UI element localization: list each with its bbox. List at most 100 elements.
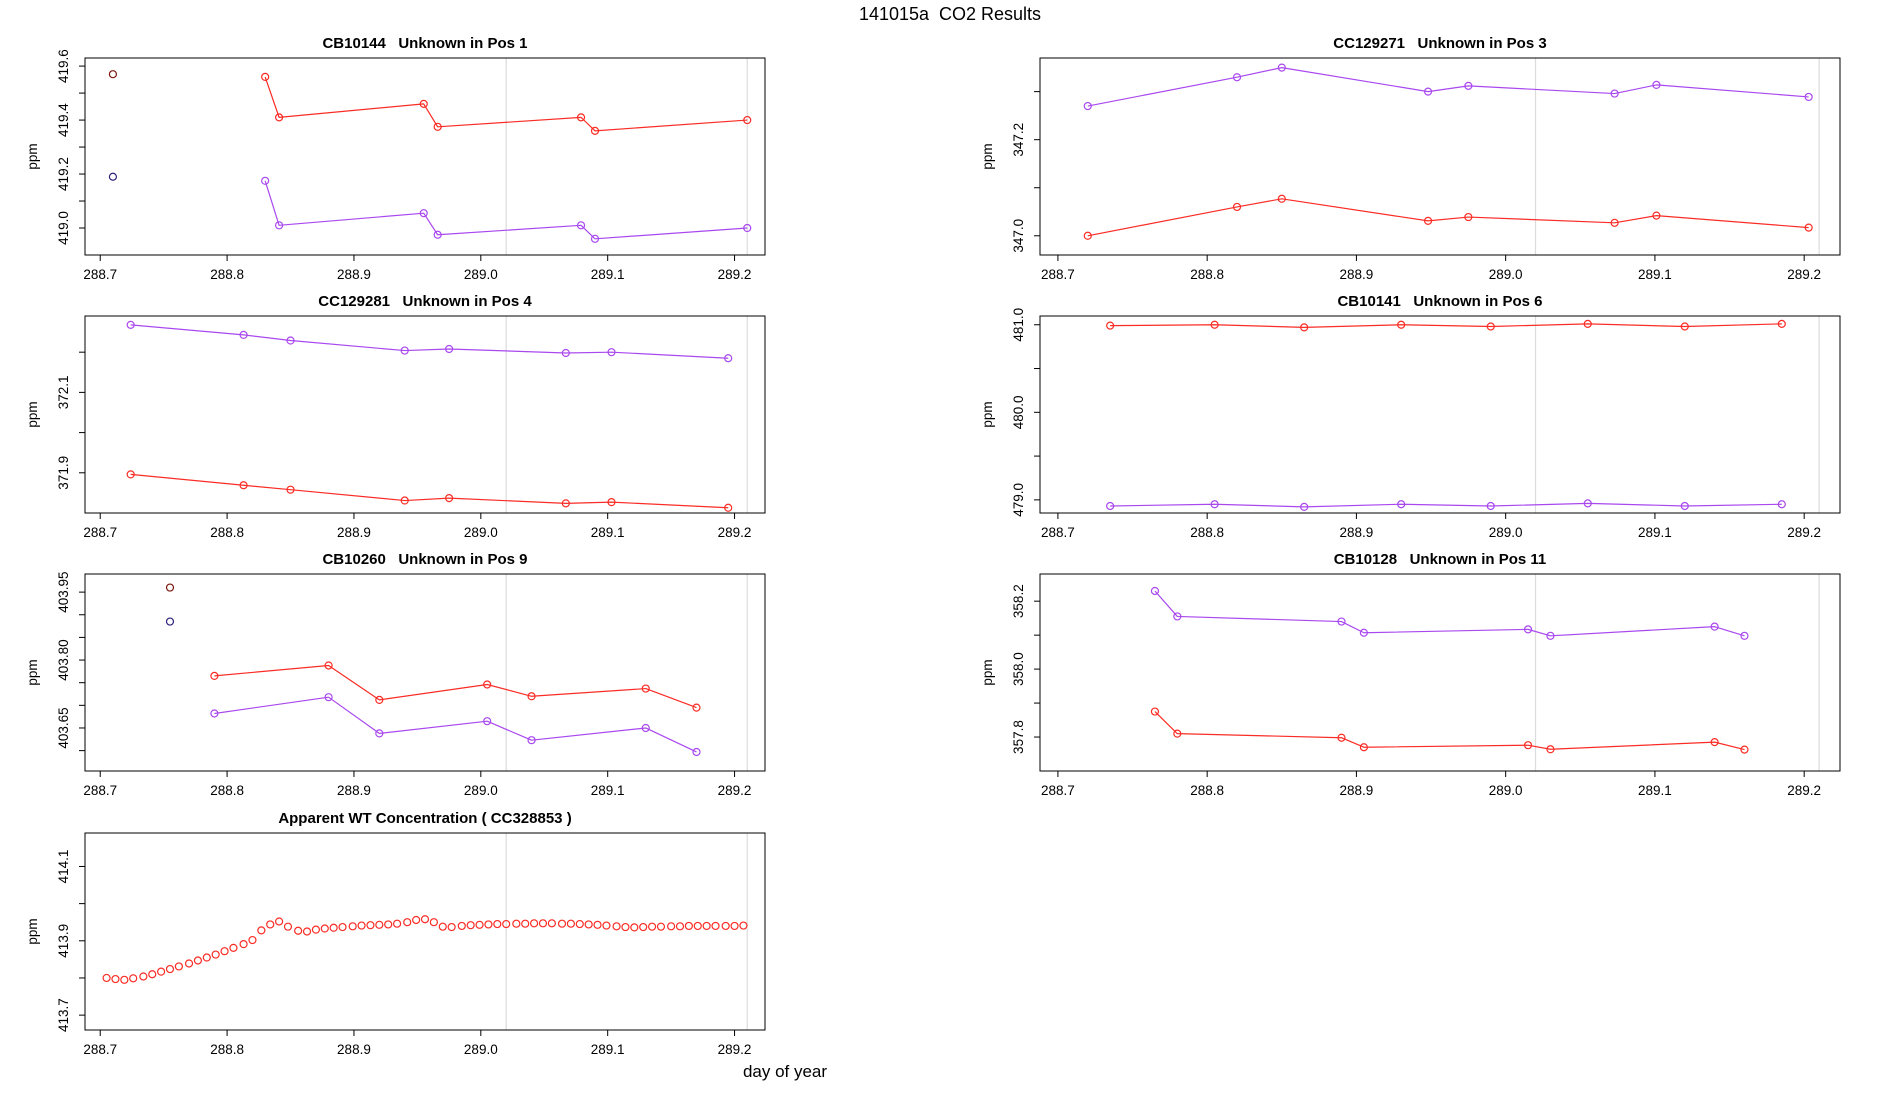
purple-series [108,172,752,243]
data-point-marker [275,917,284,926]
data-point-marker [1740,631,1749,640]
data-point-marker [165,617,175,626]
data-point-marker [248,935,257,945]
data-point-marker [120,975,129,984]
data-point-marker [1397,500,1406,509]
y-tick-label: 419.2 [56,157,71,191]
y-tick-label: 372.1 [56,375,71,409]
data-point-marker [302,927,312,936]
data-point-marker [126,470,135,479]
data-point-marker [561,499,570,508]
x-tick-label: 288.9 [337,267,371,282]
data-point-marker [602,921,611,930]
data-point-marker [1777,500,1786,509]
x-tick-label: 288.9 [1340,267,1374,282]
x-tick-label: 289.0 [464,783,498,798]
data-point-marker [466,921,475,930]
red-series [1150,707,1749,754]
x-tick-label: 289.0 [1489,783,1523,798]
data-point-marker [1610,218,1619,227]
data-point-marker [1464,81,1473,90]
data-point-marker [148,970,157,979]
data-point-marker [1546,631,1555,640]
data-point-marker [724,354,733,363]
data-point-marker [484,920,493,929]
data-point-marker [612,922,621,931]
plot-cb10141-pos6: CB10141 Unknown in Pos 6 288.7 288.8 288.9 2… [955,286,1900,546]
data-point-marker [400,346,409,355]
x-tick-label: 288.8 [210,1042,244,1057]
y-axis-label: ppm [980,143,995,169]
data-point-marker [1740,745,1749,754]
red-series [1106,319,1786,332]
data-point-marker [283,922,293,931]
data-point-marker [1173,612,1182,621]
data-point-marker [561,348,570,358]
series-line [1110,323,1782,328]
data-point-marker [329,923,338,932]
x-tick-label: 288.7 [83,783,117,798]
data-point-marker [1397,320,1406,329]
data-point-marker [1464,212,1473,222]
data-point-marker [1680,501,1689,511]
data-point-marker [730,921,739,931]
data-point-marker [590,234,600,243]
data-point-marker [1523,741,1533,750]
data-point-marker [433,122,442,131]
data-point-marker [447,922,456,932]
chart-svg: CB10144 Unknown in Pos 1 288.7 288.8 288.9 2… [25,35,766,282]
y-tick-label: 413.7 [56,998,71,1032]
data-point-marker [1210,320,1219,329]
data-point-marker [257,926,266,935]
x-tick-label: 288.7 [83,267,117,282]
data-point-marker [667,922,676,931]
data-point-marker [108,70,118,79]
y-tick-label: 403.65 [56,707,71,748]
data-point-marker [1652,211,1661,220]
data-point-marker [338,922,347,932]
data-point-marker [311,925,320,934]
data-point-marker [641,684,650,693]
plot-box [1039,315,1841,514]
chart-title: CB10141 Unknown in Pos 6 [1337,293,1542,310]
x-tick-label: 288.8 [210,783,244,798]
x-tick-label: 289.0 [1489,267,1523,282]
red-series [126,470,733,512]
y-axis-label: ppm [25,659,40,685]
data-point-marker [1106,321,1115,330]
data-point-marker [348,922,357,931]
data-point-marker [743,223,752,233]
x-tick-label: 289.0 [1489,525,1523,540]
chart-svg: CB10141 Unknown in Pos 6 288.7 288.8 288.9 2… [980,293,1841,540]
x-tick-label: 288.9 [337,525,371,540]
series-line [264,180,748,240]
data-point-marker [538,919,548,928]
x-tick-label: 289.1 [1638,267,1672,282]
data-point-marker [193,956,203,965]
data-point-marker [139,972,148,981]
x-tick-label: 288.8 [210,525,244,540]
data-point-marker [211,950,220,959]
y-axis-label: ppm [25,401,40,427]
data-point-marker [575,919,584,929]
y-tick-label: 414.1 [56,850,71,884]
data-point-marker [445,494,454,503]
x-tick-label: 289.1 [591,525,625,540]
data-point-marker [590,126,600,135]
data-point-marker [438,922,447,931]
x-tick-label: 288.9 [337,783,371,798]
data-point-marker [403,918,412,927]
data-point-marker [1150,586,1160,596]
y-axis-label: ppm [25,918,40,944]
data-point-marker [275,221,284,230]
data-point-marker [493,919,502,929]
y-axis-label: ppm [980,659,995,685]
chart-svg: CB10128 Unknown in Pos 11 288.7 288.8 288.9… [980,551,1841,798]
data-point-marker [220,947,229,956]
x-tick-label: 289.1 [591,267,625,282]
data-point-marker [1300,502,1309,511]
data-point-marker [711,921,720,931]
chart-svg: CB10260 Unknown in Pos 9 288.7 288.8 288.9 2… [25,551,766,798]
data-point-marker [512,919,521,928]
purple-series [1150,586,1749,640]
